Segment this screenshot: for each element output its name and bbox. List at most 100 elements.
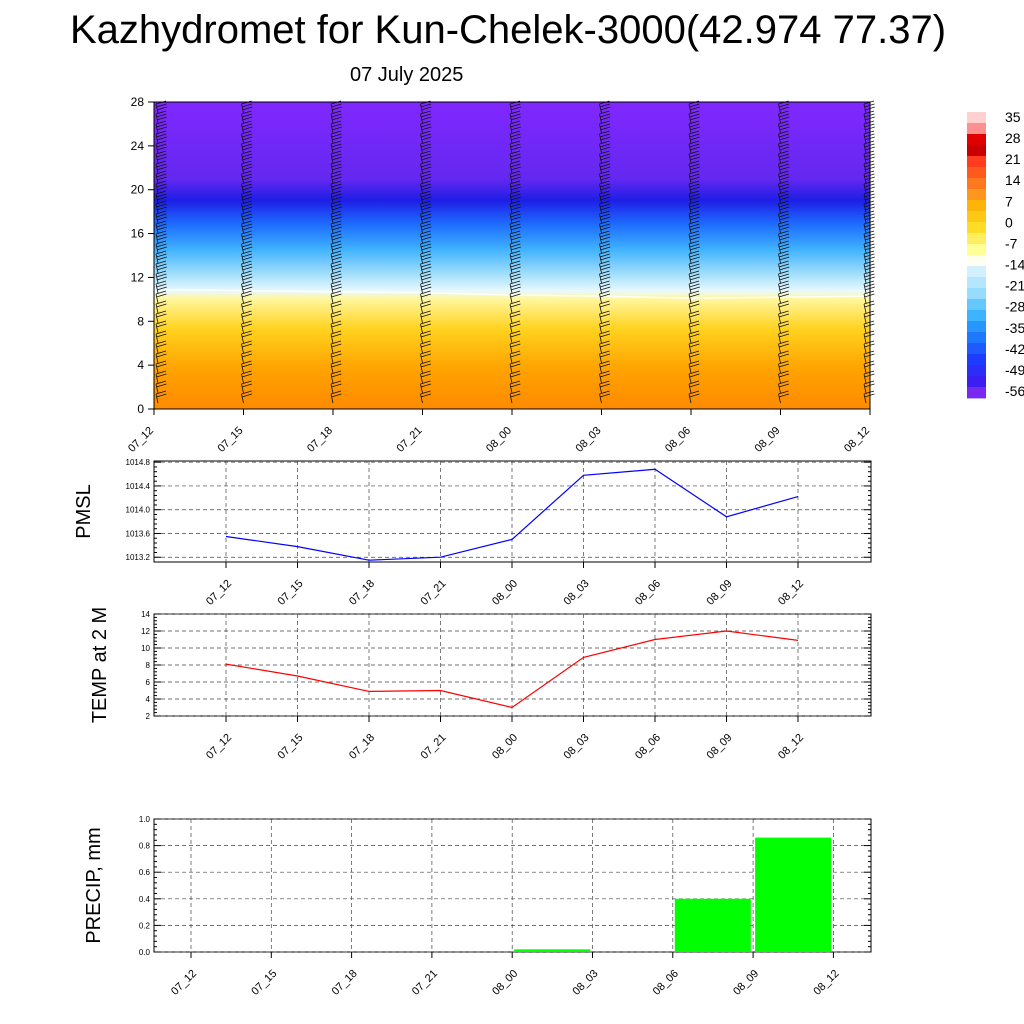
wind-barb bbox=[420, 360, 432, 374]
wind-barb bbox=[863, 200, 875, 214]
wind-barb bbox=[599, 200, 611, 214]
colorbar-label: 28 bbox=[1005, 130, 1021, 146]
wind-barb bbox=[863, 240, 875, 254]
wind-barb bbox=[599, 180, 611, 194]
wind-barb bbox=[509, 260, 521, 274]
wind-barb bbox=[155, 160, 167, 174]
wind-barb bbox=[778, 340, 790, 354]
wind-barb bbox=[330, 200, 342, 214]
precip-bar bbox=[514, 949, 591, 952]
wind-barb bbox=[155, 140, 167, 154]
wind-barb bbox=[688, 140, 700, 154]
wind-barb bbox=[863, 310, 875, 324]
wind-barb bbox=[155, 250, 167, 264]
wind-barb bbox=[688, 390, 700, 404]
x-tick-label: 07_12 bbox=[126, 425, 156, 455]
wind-barb bbox=[241, 200, 253, 214]
wind-barb bbox=[688, 110, 700, 124]
y-tick-label: 20 bbox=[131, 183, 145, 197]
wind-barb bbox=[330, 120, 342, 134]
wind-barb bbox=[330, 310, 342, 324]
wind-barb bbox=[155, 380, 167, 394]
wind-barb bbox=[155, 310, 167, 324]
wind-barb bbox=[688, 310, 700, 324]
wind-barb bbox=[241, 220, 253, 234]
wind-barb bbox=[330, 140, 342, 154]
x-tick-label: 07_18 bbox=[305, 425, 335, 455]
wind-barb bbox=[241, 390, 253, 404]
wind-barb bbox=[688, 220, 700, 234]
wind-barb bbox=[509, 210, 521, 224]
wind-barb bbox=[241, 110, 253, 124]
wind-barb bbox=[330, 270, 342, 284]
wind-barb bbox=[330, 130, 342, 144]
y-tick-label: 4 bbox=[146, 695, 151, 704]
wind-barb bbox=[778, 240, 790, 254]
y-tick-label: 12 bbox=[131, 270, 145, 284]
wind-barb bbox=[241, 210, 253, 224]
wind-barb bbox=[599, 320, 611, 334]
wind-barb bbox=[509, 270, 521, 284]
wind-barb bbox=[599, 300, 611, 314]
y-tick-label: 0.2 bbox=[139, 921, 151, 930]
colorbar-label: -49 bbox=[1005, 362, 1024, 378]
wind-barb bbox=[778, 350, 790, 364]
wind-barb bbox=[509, 190, 521, 204]
wind-barb bbox=[863, 260, 875, 274]
colorbar-segment bbox=[967, 200, 986, 212]
x-tick-label: 07_21 bbox=[419, 732, 449, 762]
wind-barb bbox=[155, 370, 167, 384]
y-tick-label: 28 bbox=[131, 95, 145, 109]
wind-barb bbox=[778, 110, 790, 124]
wind-barb bbox=[778, 220, 790, 234]
wind-barb bbox=[863, 360, 875, 374]
wind-barb bbox=[155, 390, 167, 404]
wind-barb bbox=[330, 190, 342, 204]
wind-barb bbox=[778, 190, 790, 204]
colorbar-label: -14 bbox=[1005, 257, 1024, 273]
wind-barb bbox=[241, 350, 253, 364]
wind-barb bbox=[599, 260, 611, 274]
y-tick-label: 1014.8 bbox=[126, 458, 151, 467]
wind-barb bbox=[778, 260, 790, 274]
wind-barb bbox=[420, 350, 432, 364]
x-tick-label: 08_00 bbox=[490, 732, 520, 762]
wind-barb bbox=[241, 230, 253, 244]
wind-barb bbox=[863, 110, 875, 124]
colorbar-segment bbox=[967, 244, 986, 256]
wind-barb bbox=[688, 380, 700, 394]
wind-barb bbox=[155, 290, 167, 304]
wind-barb bbox=[778, 250, 790, 264]
wind-barb bbox=[420, 220, 432, 234]
wind-barb bbox=[330, 160, 342, 174]
colorbar-segment bbox=[967, 156, 986, 168]
x-tick-label: 08_09 bbox=[705, 578, 735, 608]
wind-barb bbox=[420, 130, 432, 144]
y-tick-label: 4 bbox=[137, 358, 144, 372]
x-tick-label: 07_18 bbox=[330, 968, 360, 998]
wind-barb bbox=[420, 160, 432, 174]
wind-barb bbox=[599, 160, 611, 174]
wind-barb bbox=[155, 320, 167, 334]
wind-barb bbox=[241, 270, 253, 284]
y-tick-label: 1014.4 bbox=[126, 482, 151, 491]
wind-barb bbox=[778, 170, 790, 184]
wind-barb bbox=[330, 370, 342, 384]
y-tick-label: 8 bbox=[137, 314, 144, 328]
wind-barb bbox=[330, 180, 342, 194]
wind-barb bbox=[241, 250, 253, 264]
wind-barb bbox=[330, 360, 342, 374]
wind-barb bbox=[599, 310, 611, 324]
colorbar-segment bbox=[967, 167, 986, 179]
wind-barb bbox=[778, 330, 790, 344]
y-tick-label: 10 bbox=[141, 644, 150, 653]
x-tick-label: 08_03 bbox=[562, 578, 592, 608]
wind-barb bbox=[241, 340, 253, 354]
wind-barb bbox=[599, 230, 611, 244]
wind-barb bbox=[155, 300, 167, 314]
colorbar-label: -28 bbox=[1005, 299, 1024, 315]
wind-barb bbox=[330, 240, 342, 254]
wind-barb bbox=[330, 150, 342, 164]
